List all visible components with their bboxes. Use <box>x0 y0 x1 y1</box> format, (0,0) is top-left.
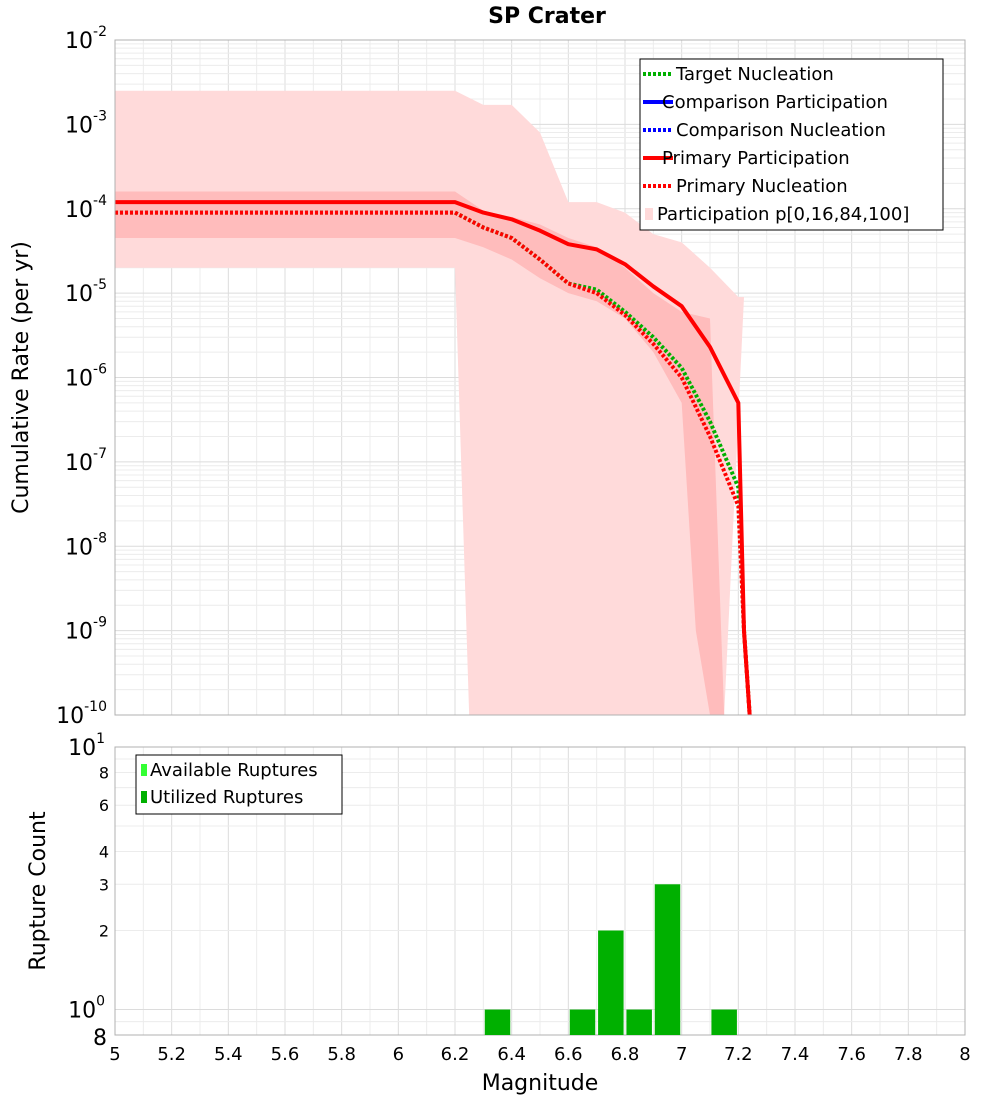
x-tick-label: 7.8 <box>894 1044 923 1065</box>
legend-label: Primary Nucleation <box>676 176 848 197</box>
y-tick-label-bottom: 4 <box>99 842 109 861</box>
legend-label: Available Ruptures <box>150 760 318 781</box>
rupture-bar <box>598 930 624 1035</box>
x-tick-label: 7.2 <box>724 1044 753 1065</box>
legend-label: Utilized Ruptures <box>150 787 303 808</box>
rupture-bar <box>654 884 681 1035</box>
bottom-plot-border <box>114 746 966 1036</box>
tick-base: 10 <box>65 367 93 392</box>
x-tick-label: 5.4 <box>214 1044 243 1065</box>
bottom-legend-box <box>135 754 343 815</box>
top-plot-border <box>114 39 966 716</box>
tick-exponent: 1 <box>96 731 105 747</box>
rupture-bar <box>569 1009 596 1035</box>
x-tick-label: 6 <box>393 1044 404 1065</box>
x-tick-label: 5.2 <box>157 1044 186 1065</box>
y-tick-label-top: 10-3 <box>65 108 107 138</box>
legend-label: Target Nucleation <box>675 64 834 85</box>
x-tick-label: 6.4 <box>497 1044 526 1065</box>
tick-exponent: 0 <box>96 994 105 1010</box>
x-tick-label: 5.6 <box>271 1044 300 1065</box>
y-tick-label-top: 10-5 <box>65 277 107 307</box>
series-line-primary-participation <box>115 200 752 715</box>
top-series-group <box>115 90 752 715</box>
legend-label: Comparison Participation <box>662 92 888 113</box>
y-tick-label-bottom: 6 <box>99 796 109 815</box>
x-tick-label: 7.4 <box>781 1044 810 1065</box>
tick-base: 10 <box>65 535 93 560</box>
x-tick-label: 7.6 <box>837 1044 866 1065</box>
x-tick-label: 5 <box>109 1044 120 1065</box>
tick-exponent: -9 <box>93 615 107 631</box>
legend-swatch-band <box>645 208 653 220</box>
y-tick-label-top: 10-9 <box>65 615 107 645</box>
tick-exponent: -6 <box>93 362 107 378</box>
legend-label: Comparison Nucleation <box>676 120 886 141</box>
y-tick-label-bottom: 100 <box>68 994 105 1024</box>
series-line-primary-nucleation <box>115 210 752 715</box>
y-axis-label-bottom: Rupture Count <box>26 811 51 971</box>
tick-base: 10 <box>65 198 93 223</box>
y-tick-label-top: 10-2 <box>65 24 107 54</box>
rupture-bar <box>626 1009 652 1035</box>
legend-swatch-bar <box>141 764 147 776</box>
x-tick-label: 8 <box>959 1044 970 1065</box>
tick-exponent: -8 <box>93 530 107 546</box>
x-tick-label: 5.8 <box>327 1044 356 1065</box>
tick-base: 10 <box>56 704 84 729</box>
legend-label: Participation p[0,16,84,100] <box>657 204 909 225</box>
tick-exponent: -2 <box>93 24 107 40</box>
y-tick-label-bottom: 2 <box>99 922 109 941</box>
chart-title: SP Crater <box>488 4 606 29</box>
y-tick-label-bottom: 101 <box>68 731 105 761</box>
tick-base: 10 <box>68 999 96 1024</box>
x-tick-label: 7 <box>676 1044 687 1065</box>
top-legend-box <box>639 58 944 231</box>
legend-label: Primary Participation <box>662 148 850 169</box>
y-tick-label-top: 10-7 <box>65 446 107 476</box>
rupture-bar <box>711 1009 737 1035</box>
x-tick-label: 6.6 <box>554 1044 583 1065</box>
x-axis-label: Magnitude <box>482 1071 599 1096</box>
tick-exponent: -7 <box>93 446 107 462</box>
tick-base: 10 <box>68 736 96 761</box>
tick-base: 10 <box>65 113 93 138</box>
tick-exponent: -3 <box>93 108 107 124</box>
y-tick-label-top: 10-4 <box>65 193 107 223</box>
y-tick-label-bottom: 8 <box>93 1026 107 1051</box>
rupture-bar <box>484 1009 511 1035</box>
tick-exponent: -5 <box>93 277 107 293</box>
tick-exponent: -4 <box>93 193 107 209</box>
y-tick-label-top: 10-6 <box>65 362 107 392</box>
tick-exponent: -10 <box>84 699 107 715</box>
tick-base: 10 <box>65 451 93 476</box>
y-tick-label-top: 10-8 <box>65 530 107 560</box>
y-axis-label-top: Cumulative Rate (per yr) <box>9 241 34 514</box>
y-tick-label-bottom: 3 <box>99 875 109 894</box>
x-tick-label: 6.2 <box>441 1044 470 1065</box>
tick-base: 10 <box>65 620 93 645</box>
y-tick-label-bottom: 8 <box>99 763 109 782</box>
y-tick-label-top: 10-10 <box>56 699 107 729</box>
tick-base: 10 <box>65 29 93 54</box>
tick-base: 10 <box>65 282 93 307</box>
legend-swatch-bar <box>141 791 147 803</box>
x-tick-label: 6.8 <box>611 1044 640 1065</box>
